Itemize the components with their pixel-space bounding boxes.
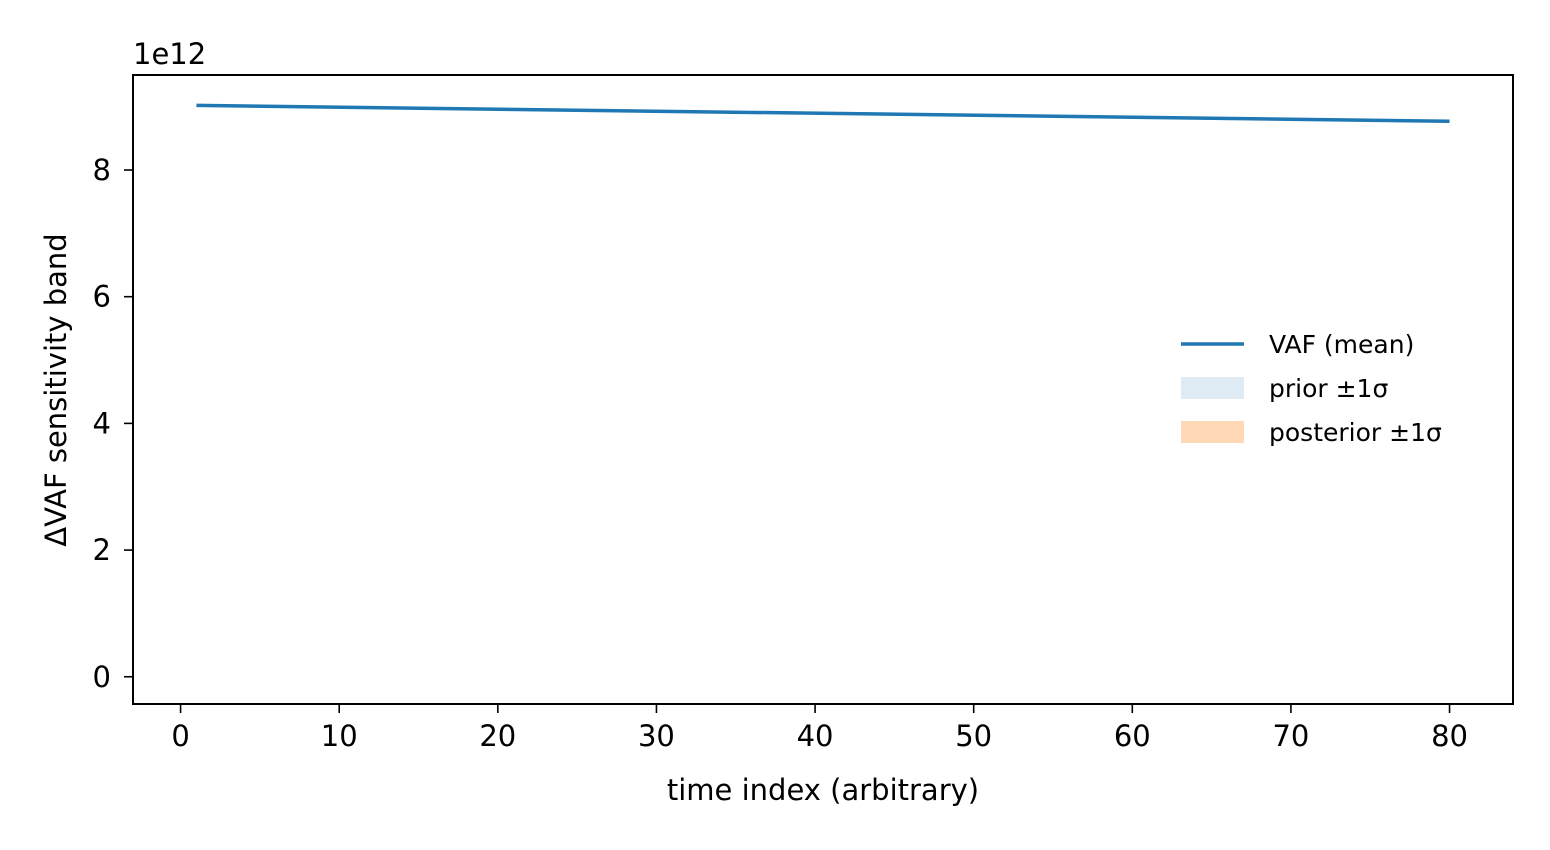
legend-label: prior ±1σ	[1269, 374, 1388, 403]
plot-area	[196, 103, 1450, 123]
y-tick-label: 2	[93, 533, 111, 567]
x-axis-label: time index (arbitrary)	[667, 773, 979, 807]
x-tick-label: 10	[321, 719, 358, 753]
x-tick-label: 0	[171, 719, 189, 753]
x-tick-label: 30	[638, 719, 675, 753]
y-tick-label: 4	[93, 406, 111, 440]
axes-frame	[132, 74, 1514, 705]
legend-swatch	[1181, 377, 1244, 399]
y-offset-label: 1e12	[133, 37, 206, 71]
x-tick-label: 80	[1431, 719, 1468, 753]
legend-label: VAF (mean)	[1269, 330, 1414, 359]
x-tick-label: 60	[1114, 719, 1151, 753]
y-tick-label: 6	[93, 280, 111, 314]
legend: VAF (mean) prior ±1σ posterior ±1σ	[1181, 330, 1442, 447]
y-tick-label: 0	[93, 660, 111, 694]
series-line-vaf-mean	[196, 103, 1450, 123]
x-axis: 0 10 20 30 40 50 60 70 80	[171, 704, 1468, 753]
y-tick-label: 8	[93, 153, 111, 187]
x-tick-label: 50	[955, 719, 992, 753]
y-axis: 0 2 4 6 8	[93, 153, 133, 694]
legend-label: posterior ±1σ	[1269, 418, 1442, 447]
legend-swatch	[1181, 421, 1244, 443]
y-axis-label: ΔVAF sensitivity band	[39, 233, 73, 546]
x-tick-label: 70	[1272, 719, 1309, 753]
x-tick-label: 40	[797, 719, 834, 753]
x-tick-label: 20	[479, 719, 516, 753]
